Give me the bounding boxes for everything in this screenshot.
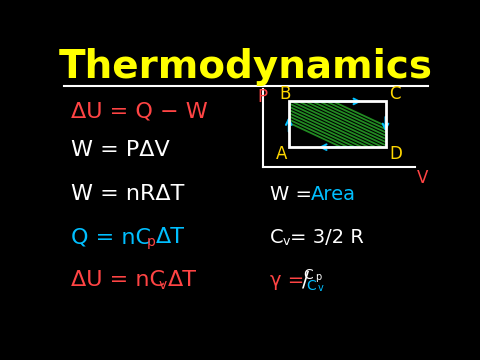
Text: V: V	[417, 168, 429, 186]
Text: W = PΔV: W = PΔV	[71, 140, 170, 160]
Text: v: v	[317, 283, 323, 293]
Text: B: B	[279, 85, 291, 103]
Text: p: p	[315, 273, 321, 283]
Text: ΔT: ΔT	[168, 270, 197, 290]
Text: p: p	[147, 235, 156, 249]
Text: ΔU = Q − W: ΔU = Q − W	[71, 101, 208, 121]
Text: v: v	[282, 235, 290, 248]
Text: Thermodynamics: Thermodynamics	[59, 48, 433, 86]
Text: P: P	[257, 88, 267, 106]
Text: Q = nC: Q = nC	[71, 227, 151, 247]
Text: W = nRΔT: W = nRΔT	[71, 184, 184, 204]
Text: Area: Area	[311, 185, 356, 204]
Text: D: D	[389, 145, 402, 163]
Text: v: v	[158, 278, 167, 292]
Text: ΔT: ΔT	[156, 227, 185, 247]
Text: W =: W =	[270, 185, 318, 204]
Text: C: C	[307, 279, 316, 293]
Text: γ =: γ =	[270, 271, 304, 290]
Text: ΔU = nC: ΔU = nC	[71, 270, 165, 290]
Text: = 3/2 R: = 3/2 R	[290, 228, 364, 247]
Text: C: C	[304, 269, 313, 283]
Text: /: /	[302, 270, 309, 290]
Bar	[289, 102, 385, 147]
Text: A: A	[276, 145, 287, 163]
Text: C: C	[270, 228, 284, 247]
Text: C: C	[389, 85, 401, 103]
